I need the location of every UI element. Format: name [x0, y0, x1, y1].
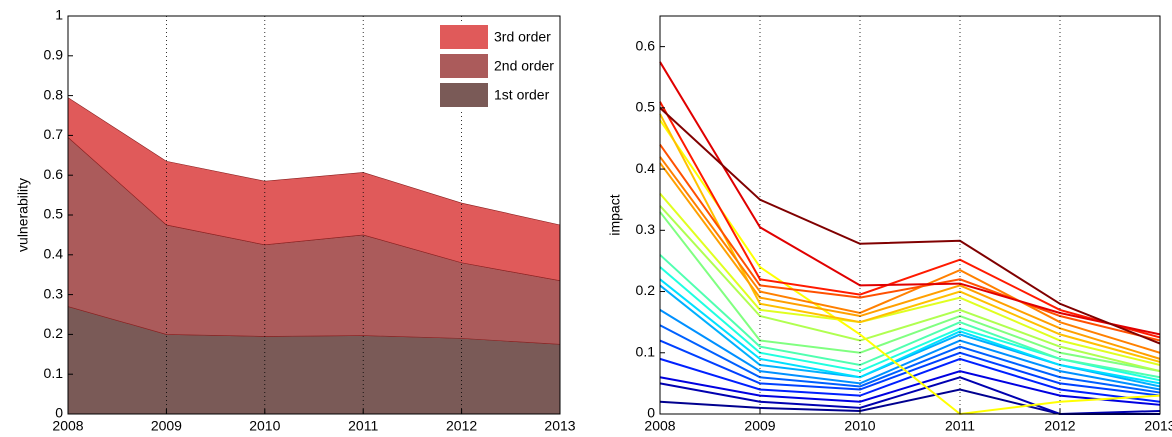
y-tick-label: 0.2: [44, 325, 64, 341]
x-tick-label: 2009: [151, 418, 182, 434]
line: [659, 156, 1161, 354]
y-tick-label: 0.6: [44, 166, 64, 182]
line: [659, 309, 1161, 391]
line: [659, 254, 1161, 379]
y-axis-label: vulnerability: [15, 178, 31, 252]
line: [659, 357, 1161, 403]
line: [659, 101, 1161, 339]
legend-label: 2nd order: [494, 58, 554, 74]
y-tick-label: 0.5: [44, 206, 64, 222]
line: [659, 339, 1161, 397]
axes-box: [67, 15, 561, 415]
y-tick-label: 0: [55, 405, 63, 421]
x-tick-label: 2013: [544, 418, 575, 434]
line: [659, 107, 1161, 345]
legend-label: 1st order: [494, 87, 550, 103]
y-tick-label: 0.5: [636, 99, 656, 115]
y-tick-label: 0.8: [44, 86, 64, 102]
line: [659, 278, 1161, 385]
y-tick-label: 0.6: [636, 37, 656, 53]
line: [659, 113, 1161, 363]
x-tick-label: 2008: [52, 418, 83, 434]
plot-area: [660, 16, 1160, 414]
line: [659, 192, 1161, 366]
y-tick-label: 0.1: [44, 365, 64, 381]
y-tick-label: 0.7: [44, 126, 64, 142]
x-tick-label: 2012: [446, 418, 477, 434]
legend-swatch: [440, 83, 488, 107]
x-tick-label: 2008: [644, 418, 675, 434]
x-tick-label: 2010: [249, 418, 280, 434]
line: [659, 61, 1161, 336]
y-tick-label: 0.3: [44, 285, 64, 301]
x-tick-label: 2010: [844, 418, 875, 434]
x-tick-label: 2013: [1144, 418, 1172, 434]
legend-swatch: [440, 25, 488, 49]
legend-swatch: [440, 54, 488, 78]
line: [659, 324, 1161, 394]
line: [659, 370, 1161, 406]
y-tick-label: 1: [55, 7, 63, 23]
line: [659, 119, 1161, 416]
x-tick-label: 2012: [1044, 418, 1075, 434]
line: [659, 162, 1161, 360]
line: [659, 211, 1161, 373]
x-tick-label: 2011: [945, 418, 975, 434]
y-tick-label: 0.9: [44, 47, 64, 63]
line: [659, 205, 1161, 373]
axes-box: [659, 15, 1161, 415]
y-tick-label: 0.3: [636, 221, 656, 237]
y-tick-label: 0.4: [44, 246, 64, 262]
y-tick-label: 0: [647, 405, 655, 421]
x-tick-label: 2009: [744, 418, 775, 434]
y-tick-label: 0.1: [636, 343, 656, 359]
y-axis-label: impact: [607, 194, 623, 235]
line: [659, 376, 1161, 416]
line: [659, 144, 1161, 342]
y-tick-label: 0.2: [636, 282, 656, 298]
y-tick-label: 0.4: [636, 160, 656, 176]
x-tick-label: 2011: [348, 418, 378, 434]
legend-label: 3rd order: [494, 29, 551, 45]
